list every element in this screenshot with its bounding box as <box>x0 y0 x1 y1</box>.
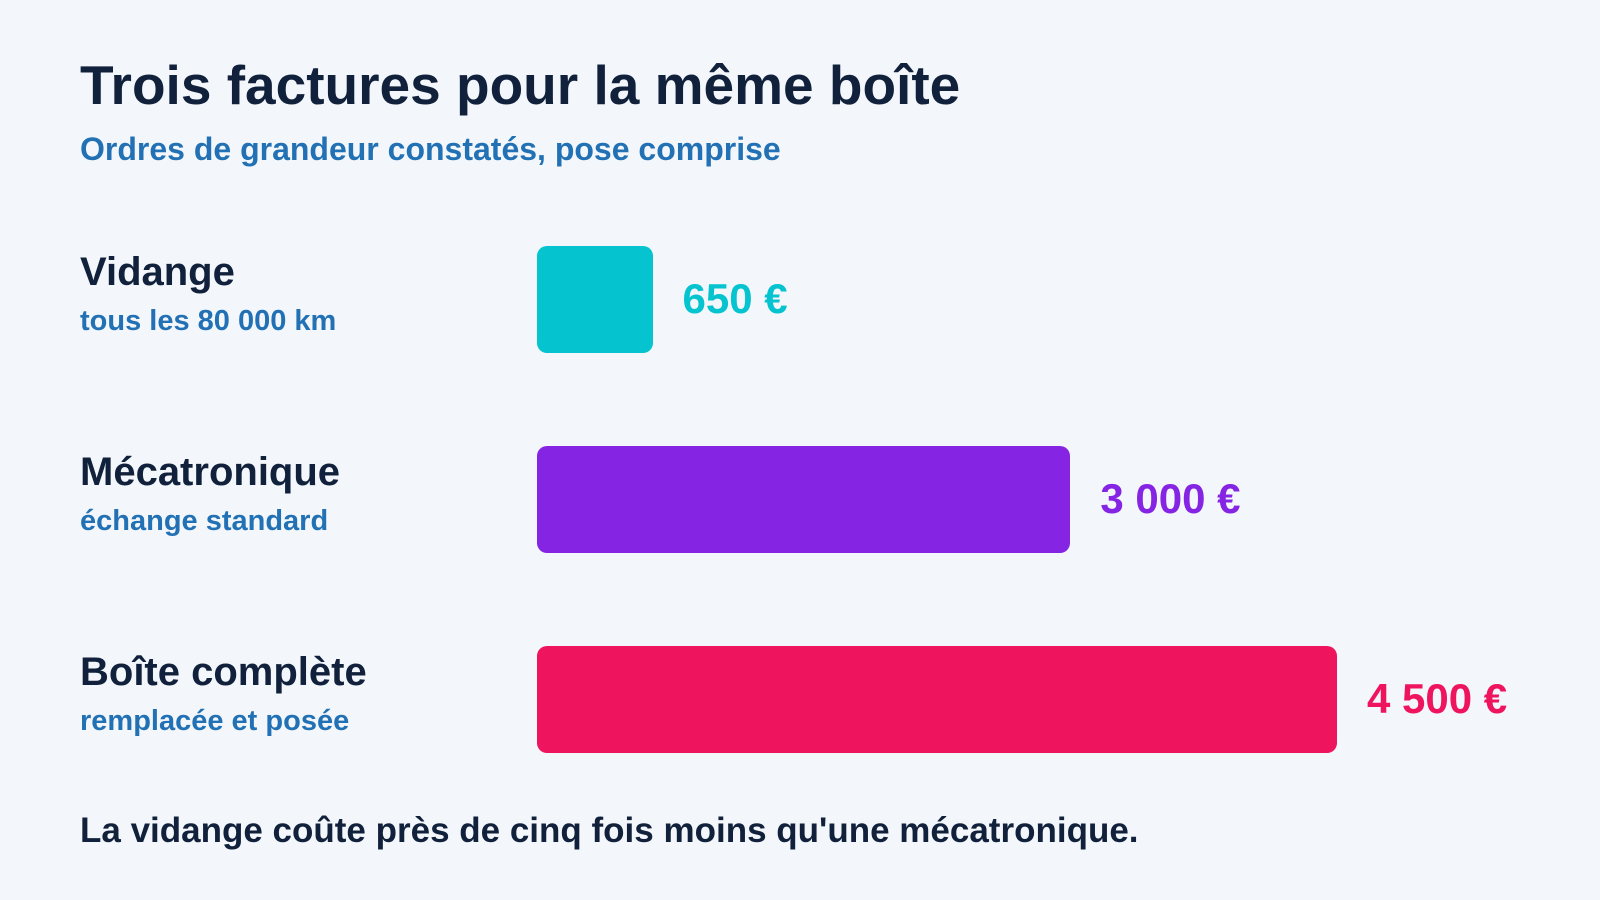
bar <box>537 246 653 353</box>
chart-footnote: La vidange coûte près de cinq fois moins… <box>80 811 1139 850</box>
chart-subtitle: Ordres de grandeur constatés, pose compr… <box>80 131 781 167</box>
value-label: 3 000 € <box>1100 475 1241 522</box>
category-label: Mécatronique <box>80 450 341 494</box>
bar <box>537 446 1071 553</box>
bar <box>537 646 1337 753</box>
chart-title: Trois factures pour la même boîte <box>80 54 961 116</box>
category-note: échange standard <box>80 505 329 537</box>
category-label: Vidange <box>80 250 235 294</box>
value-label: 650 € <box>682 275 788 322</box>
category-label: Boîte complète <box>80 650 367 694</box>
value-label: 4 500 € <box>1367 675 1508 722</box>
category-note: remplacée et posée <box>80 705 350 737</box>
category-note: tous les 80 000 km <box>80 305 337 337</box>
